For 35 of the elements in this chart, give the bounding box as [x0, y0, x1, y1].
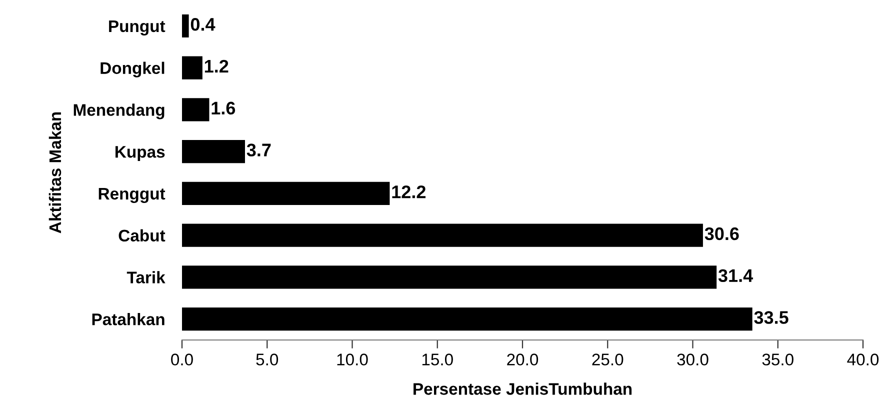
data-label: 3.7 — [246, 144, 271, 156]
bar — [182, 98, 210, 122]
y-tick-label: Kupas — [116, 146, 165, 162]
data-label: 33.5 — [754, 311, 788, 324]
data-label: 0.4 — [190, 18, 216, 31]
y-tick-label: Cabut — [118, 229, 166, 242]
data-label: 30.6 — [704, 227, 739, 240]
data-label: 1.2 — [204, 60, 228, 72]
x-tick-label: 30.0 — [677, 354, 708, 366]
x-axis-title: Persentase JenisTumbuhan — [414, 382, 632, 395]
x-tick-label: 10.0 — [337, 354, 368, 366]
y-tick-label: Patahkan — [92, 313, 164, 326]
bar — [182, 182, 390, 205]
x-tick-label: 35.0 — [762, 354, 794, 366]
y-axis-title: Aktifitas Makan — [48, 112, 62, 234]
bar — [182, 224, 703, 247]
data-label: 1.6 — [212, 102, 236, 115]
x-tick-label: 20.0 — [507, 354, 538, 366]
x-tick-label: 15.0 — [422, 354, 453, 366]
bar — [182, 308, 752, 331]
y-tick-label: Pungut — [109, 20, 166, 36]
bar — [182, 140, 245, 164]
x-tick-label: 25.0 — [592, 354, 624, 366]
bar — [182, 266, 717, 289]
bar — [182, 56, 202, 80]
x-tick-label: 5.0 — [256, 354, 278, 366]
y-tick-label: Dongkel — [100, 62, 164, 78]
data-label: 12.2 — [392, 186, 426, 198]
y-tick-label: Menendang — [74, 104, 164, 120]
x-tick-label: 40.0 — [847, 354, 879, 366]
data-label: 31.4 — [718, 269, 754, 282]
y-tick-label: Tarik — [126, 271, 166, 284]
x-tick-label: 0.0 — [171, 354, 193, 366]
y-tick-label: Renggut — [98, 188, 166, 203]
bar — [182, 14, 189, 38]
